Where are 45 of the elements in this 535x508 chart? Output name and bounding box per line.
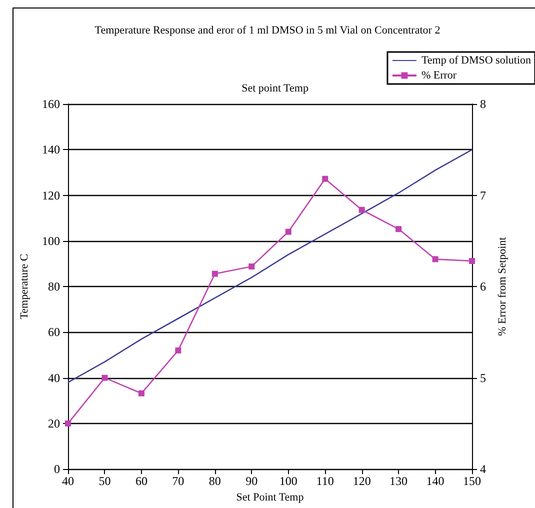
y-axis-title: Temperature C — [18, 254, 30, 320]
y2-tick-label: 7 — [480, 188, 486, 202]
point — [175, 347, 182, 354]
x-tick-label: 50 — [98, 474, 111, 488]
point — [322, 176, 328, 182]
y2-tick-label: 6 — [480, 280, 486, 294]
x-tick-label: 120 — [352, 474, 371, 488]
y-tick-label: 0 — [54, 462, 60, 476]
y2-tick-label: 8 — [480, 97, 486, 111]
point — [285, 228, 292, 235]
x-tick-label: 70 — [172, 474, 184, 488]
point — [358, 206, 365, 213]
point — [248, 263, 255, 270]
x-tick-label: 40 — [62, 474, 74, 488]
y-tick-label: 100 — [42, 234, 60, 248]
x-tick-label: 110 — [316, 474, 334, 488]
x-tick-label: 80 — [208, 474, 221, 488]
x-tick-label: 60 — [135, 474, 148, 488]
y2-tick-label: 4 — [480, 462, 486, 476]
x-tick-label: 150 — [463, 474, 481, 488]
point — [212, 270, 218, 277]
x-tick-label: 140 — [426, 474, 444, 488]
y-tick-label: 40 — [48, 370, 60, 385]
chart-title: Temperature Response and eror of 1 ml DMSO in 5 ml Vial on Concentrator 2 — [94, 24, 440, 36]
legend-label: Temp of DMSO solution — [421, 54, 532, 66]
x-axis-title: Set Point Temp — [236, 492, 304, 504]
y-tick-label: 20 — [48, 416, 60, 430]
point — [65, 420, 71, 426]
point — [432, 256, 438, 262]
chart-subtitle: Set point Temp — [242, 82, 309, 94]
point — [102, 374, 108, 381]
point — [138, 390, 144, 396]
y-tick-label: 160 — [42, 97, 60, 111]
y-tick-label: 80 — [48, 280, 60, 294]
y-tick-label: 60 — [48, 325, 60, 340]
x-tick-label: 90 — [246, 474, 258, 488]
y2-axis-title: % Error from Setpoint — [496, 237, 508, 336]
point — [396, 226, 402, 232]
x-tick-label: 130 — [390, 474, 408, 488]
point — [469, 258, 475, 264]
y2-tick-label: 5 — [480, 370, 486, 385]
y-tick-label: 140 — [42, 142, 60, 157]
legend-label: % Error — [421, 70, 457, 82]
y-tick-label: 120 — [42, 188, 60, 202]
x-tick-label: 100 — [279, 474, 298, 488]
